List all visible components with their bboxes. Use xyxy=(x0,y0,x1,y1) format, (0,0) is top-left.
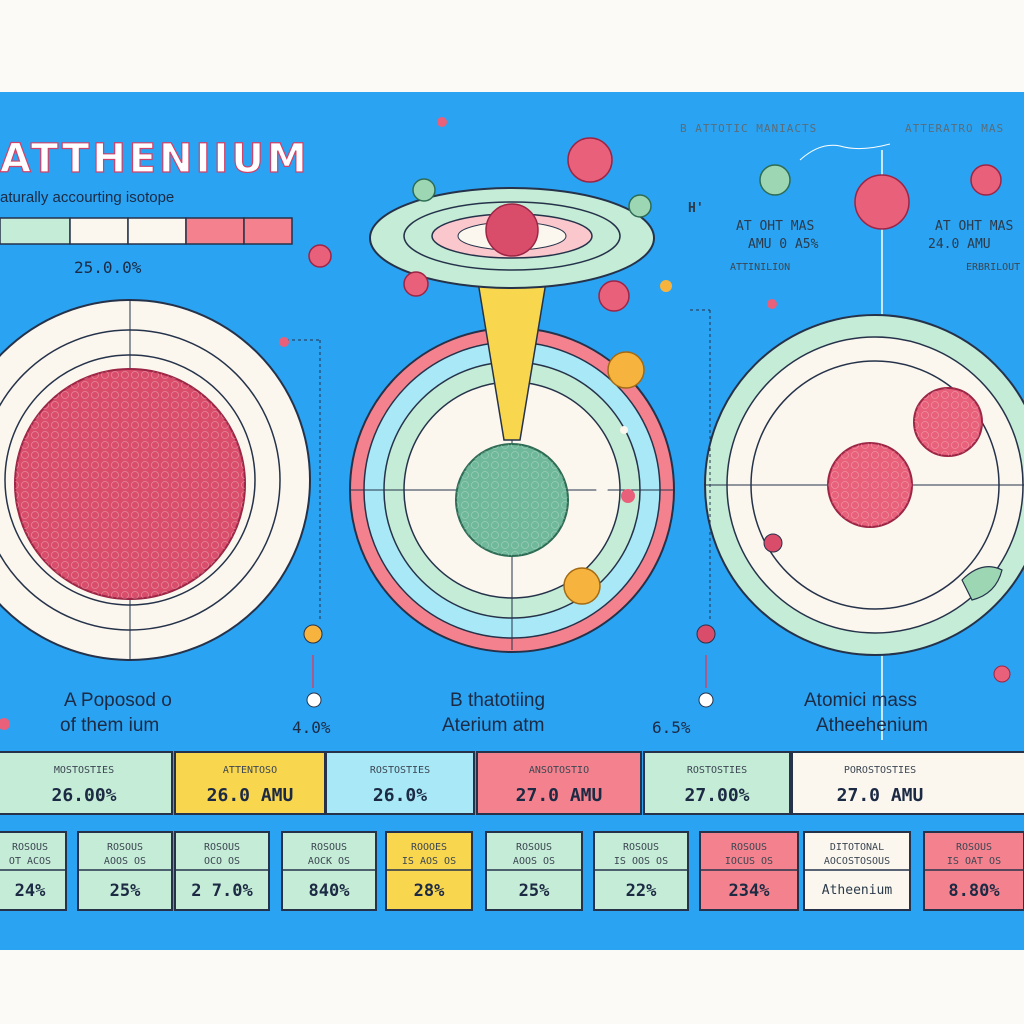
row2-value-2: 2 7.0% xyxy=(191,881,253,901)
title: ATTHENIIUM xyxy=(0,136,310,182)
panel-3-caption-1: Atomici mass xyxy=(804,690,917,711)
row2-mid-1: AOOS OS xyxy=(104,856,146,867)
row2-box-8: DITOTONAL AOCOSTOSOUS Atheenium xyxy=(803,831,911,911)
row2-box-7: ROSOUS IOCUS OS 234% xyxy=(699,831,799,911)
row1-box-1: ATTENTOSO 26.0 AMU xyxy=(174,751,326,815)
row2-value-3: 840% xyxy=(309,881,351,901)
row1-header-5: POROSTOSTIES xyxy=(844,765,916,776)
row1-box-4: ROSTOSTIES 27.00% xyxy=(643,751,791,815)
row2-value-1: 25% xyxy=(110,881,141,901)
panel-2-pct: 6.5% xyxy=(652,718,691,737)
row2-mid-6: IS OOS OS xyxy=(614,856,668,867)
row2-box-2: ROSOUS OCO OS 2 7.0% xyxy=(174,831,270,911)
row2-top-2: ROSOUS xyxy=(204,842,240,853)
row2-top-0: ROSOUS xyxy=(12,842,48,853)
mass-label-2c: ERBRILOUT xyxy=(966,262,1020,273)
panel-2-caption-2: Aterium atm xyxy=(442,715,544,736)
row1-header-3: ANSOTOSTIO xyxy=(529,765,589,776)
panel-2-caption-1: B thatotiing xyxy=(450,690,545,711)
row2-mid-2: OCO OS xyxy=(204,856,240,867)
row2-mid-7: IOCUS OS xyxy=(725,856,773,867)
row2-mid-5: AOOS OS xyxy=(513,856,555,867)
row2-value-0: 24% xyxy=(15,881,46,901)
row1-header-4: ROSTOSTIES xyxy=(687,765,747,776)
row1-value-5: 27.0 AMU xyxy=(837,785,924,806)
top-header-1: B ATTOTIC MANIACTS xyxy=(680,122,817,135)
mass-label-1a: AT OHT MAS xyxy=(736,219,814,234)
row2-top-3: ROSOUS xyxy=(311,842,347,853)
mass-label-2b: 24.0 AMU xyxy=(928,237,991,252)
row1-value-3: 27.0 AMU xyxy=(516,785,603,806)
row2-box-4: ROOOES IS AOS OS 28% xyxy=(385,831,473,911)
row2-box-5: ROSOUS AOOS OS 25% xyxy=(485,831,583,911)
row2-value-7: 234% xyxy=(729,881,771,901)
mass-label-1b: AMU 0 A5% xyxy=(748,237,819,252)
row2-top-7: ROSOUS xyxy=(731,842,767,853)
row1-value-0: 26.00% xyxy=(51,785,116,806)
panel-1-caption-1: A Poposod o xyxy=(64,690,172,711)
row2-value-8: Atheenium xyxy=(822,883,893,898)
floating-particles xyxy=(0,117,1011,730)
row2-mid-9: IS OAT OS xyxy=(947,856,1001,867)
row2-box-9: ROSOUS IS OAT OS 8.80% xyxy=(923,831,1024,911)
legend-bar xyxy=(0,217,293,245)
row1-value-4: 27.00% xyxy=(684,785,749,806)
panel-2-diagram xyxy=(349,187,675,653)
row2-top-9: ROSOUS xyxy=(956,842,992,853)
row2-top-4: ROOOES xyxy=(411,842,447,853)
panel-1-pct: 4.0% xyxy=(292,718,331,737)
row1-box-5: POROSTOSTIES 27.0 AMU xyxy=(791,751,1024,815)
row2-top-8: DITOTONAL xyxy=(830,842,884,853)
row2-top-5: ROSOUS xyxy=(516,842,552,853)
row2-value-6: 22% xyxy=(626,881,657,901)
row2-top-1: ROSOUS xyxy=(107,842,143,853)
row2-mid-3: AOCK OS xyxy=(308,856,350,867)
row2-value-4: 28% xyxy=(414,881,445,901)
row2-value-5: 25% xyxy=(519,881,550,901)
mass-label-2a: AT OHT MAS xyxy=(935,219,1013,234)
panel-1-diagram xyxy=(0,299,311,661)
row1-box-3: ANSOTOSTIO 27.0 AMU xyxy=(476,751,642,815)
row1-header-2: ROSTOSTIES xyxy=(370,765,430,776)
panel-1-caption-2: of them ium xyxy=(60,715,159,736)
row1-header-0: MOSTOSTIES xyxy=(54,765,114,776)
row1-box-2: ROSTOSTIES 26.0% xyxy=(325,751,475,815)
row2-box-0: ROSOUS OT ACOS 24% xyxy=(0,831,67,911)
row1-header-1: ATTENTOSO xyxy=(223,765,277,776)
bracket-line xyxy=(799,143,891,161)
row1-box-0: MOSTOSTIES 26.00% xyxy=(0,751,173,815)
row2-mid-4: IS AOS OS xyxy=(402,856,456,867)
row2-mid-0: OT ACOS xyxy=(9,856,51,867)
panel-3-diagram xyxy=(704,314,1024,656)
h-mark: H' xyxy=(688,201,704,216)
row2-top-6: ROSOUS xyxy=(623,842,659,853)
mass-label-1c: ATTINILION xyxy=(730,262,790,273)
panel-3-caption-2: Atheehenium xyxy=(816,715,928,736)
row2-box-1: ROSOUS AOOS OS 25% xyxy=(77,831,173,911)
row1-value-1: 26.0 AMU xyxy=(207,785,294,806)
row2-mid-8: AOCOSTOSOUS xyxy=(824,856,890,867)
row2-value-9: 8.80% xyxy=(948,881,1000,901)
subtitle: aturally accourting isotope xyxy=(0,189,174,206)
row1-value-2: 26.0% xyxy=(373,785,427,806)
row2-box-3: ROSOUS AOCK OS 840% xyxy=(281,831,377,911)
top-header-2: ATTERATRO MAS xyxy=(905,122,1004,135)
legend-value: 25.0.0% xyxy=(74,258,142,277)
row2-box-6: ROSOUS IS OOS OS 22% xyxy=(593,831,689,911)
